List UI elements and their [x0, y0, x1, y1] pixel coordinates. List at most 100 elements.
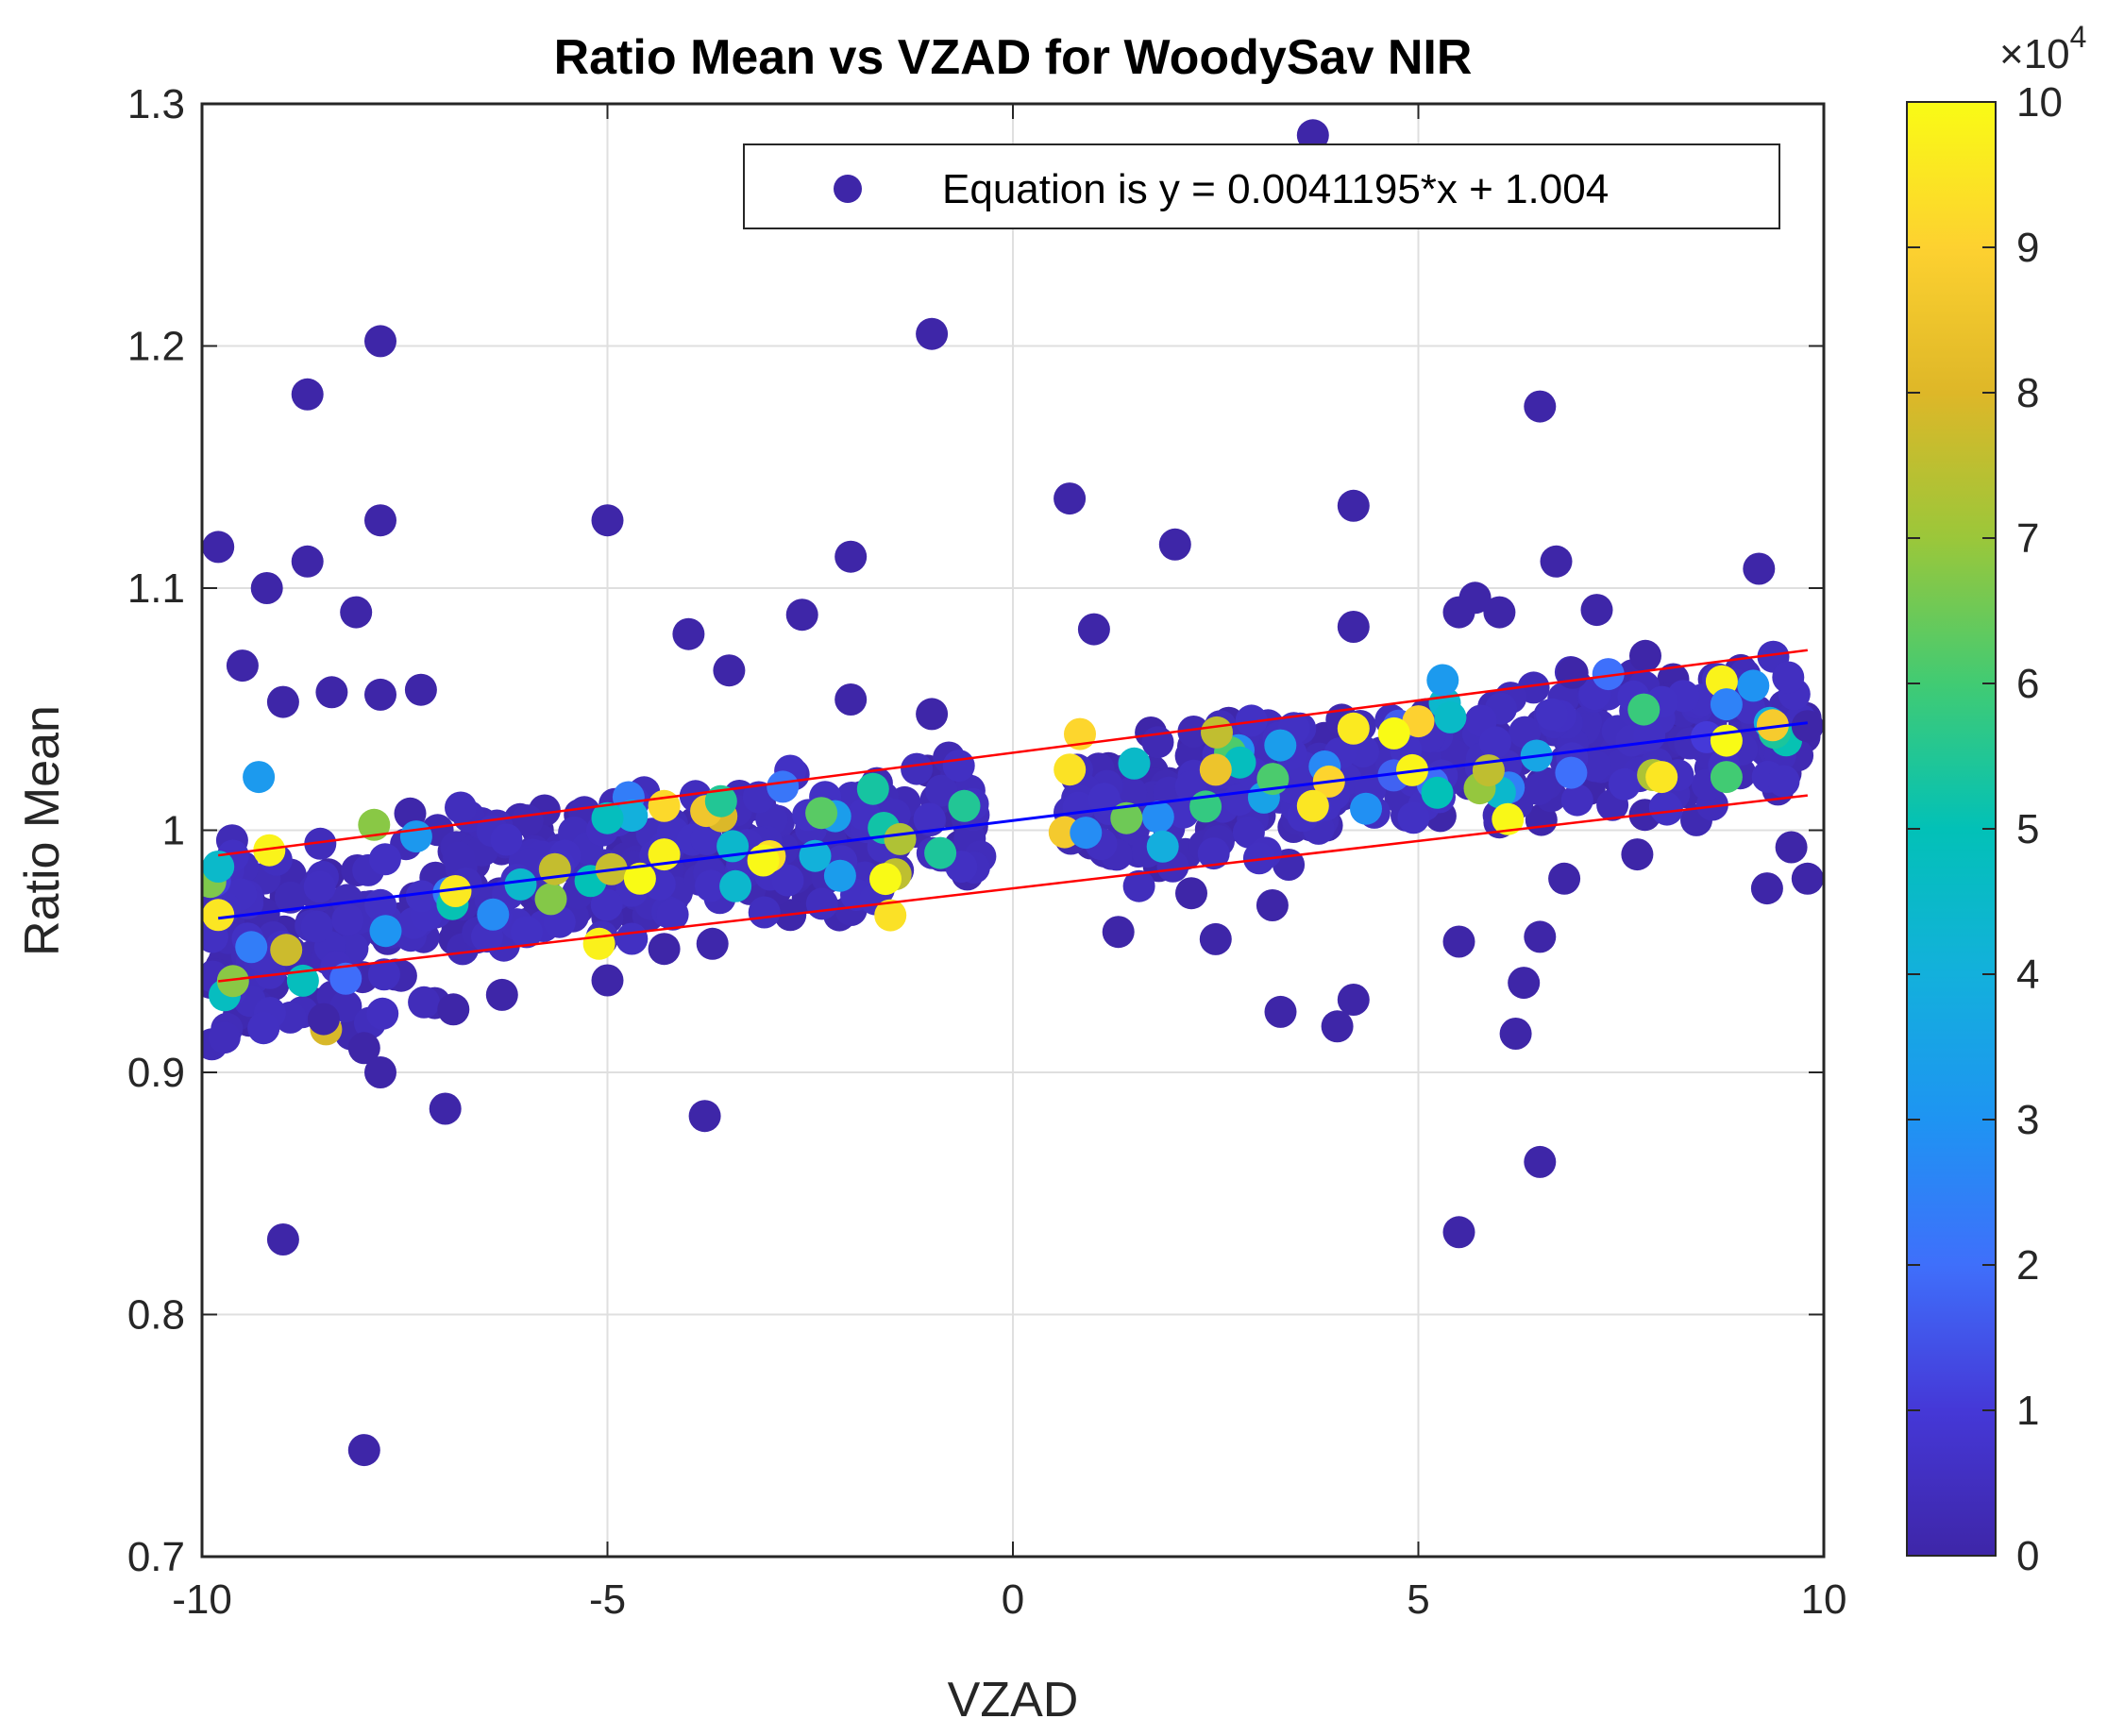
- data-point: [347, 1032, 380, 1065]
- data-point: [226, 649, 259, 683]
- data-point: [1524, 390, 1557, 423]
- data-point: [243, 761, 276, 794]
- data-point: [1421, 776, 1454, 809]
- data-point: [785, 598, 818, 632]
- data-point: [591, 504, 624, 537]
- data-point: [1296, 119, 1329, 152]
- data-point: [1296, 789, 1329, 822]
- data-point: [615, 922, 649, 955]
- data-point: [1337, 984, 1370, 1016]
- data-point: [1775, 831, 1808, 864]
- legend[interactable]: Equation is y = 0.0041195*x + 1.004: [743, 143, 1780, 229]
- data-point: [331, 903, 364, 936]
- data-point: [1350, 792, 1382, 825]
- colorbar-tick-label: 3: [2016, 1097, 2039, 1143]
- data-point: [1756, 709, 1789, 742]
- data-point: [366, 997, 399, 1030]
- data-point: [437, 993, 470, 1026]
- data-point: [1483, 596, 1516, 629]
- data-point: [799, 839, 832, 872]
- data-point: [1110, 801, 1143, 834]
- data-point: [696, 927, 729, 960]
- x-tick-label: -5: [589, 1576, 626, 1623]
- data-point: [490, 823, 523, 856]
- data-point: [1377, 716, 1410, 750]
- data-point: [1264, 729, 1297, 762]
- colorbar-tick-label: 2: [2016, 1242, 2039, 1289]
- data-point: [1201, 716, 1233, 749]
- data-point: [1737, 669, 1770, 702]
- data-point: [1499, 1018, 1532, 1050]
- data-point: [1555, 756, 1588, 789]
- y-tick-label: 1.1: [127, 565, 185, 612]
- data-point: [719, 869, 752, 902]
- data-point: [202, 851, 235, 883]
- data-point: [1772, 661, 1805, 694]
- data-point: [1560, 784, 1593, 817]
- colorbar-ticks: 0 1 2 3 4 5 6 7 8 9 10: [1907, 79, 2063, 1579]
- data-point: [1536, 698, 1568, 731]
- data-point: [266, 1223, 299, 1256]
- data-point: [1197, 837, 1230, 870]
- data-point: [253, 834, 286, 867]
- data-point: [1256, 889, 1289, 921]
- data-point: [648, 789, 681, 822]
- data-point: [1062, 791, 1095, 824]
- data-point: [1609, 767, 1641, 801]
- data-point: [315, 676, 348, 709]
- data-point: [1523, 773, 1556, 805]
- data-point: [1442, 1216, 1475, 1249]
- data-point: [367, 958, 400, 991]
- y-tick-label: 1.3: [127, 81, 185, 127]
- data-point: [1177, 716, 1210, 748]
- data-point: [270, 934, 303, 967]
- data-point: [1321, 1010, 1354, 1043]
- data-point: [1648, 791, 1681, 824]
- colorbar-tick-label: 1: [2016, 1388, 2039, 1434]
- data-point: [1710, 761, 1743, 794]
- data-point: [874, 899, 907, 932]
- data-point: [884, 822, 917, 855]
- colorbar-tick-label: 6: [2016, 661, 2039, 707]
- data-point: [429, 1092, 462, 1125]
- data-point: [1087, 783, 1121, 816]
- data-point: [1175, 877, 1207, 910]
- data-point: [916, 317, 949, 350]
- data-point: [358, 808, 391, 841]
- data-point: [1199, 922, 1232, 955]
- data-point: [364, 678, 396, 711]
- data-point: [590, 888, 623, 921]
- legend-box: [743, 143, 1780, 229]
- data-point: [1235, 704, 1268, 737]
- data-point: [901, 752, 934, 785]
- data-point: [329, 962, 362, 995]
- data-point: [591, 964, 624, 997]
- y-tick-label: 0.9: [127, 1050, 185, 1096]
- legend-entry: Equation is y = 0.0041195*x + 1.004: [942, 166, 1609, 212]
- data-point: [510, 916, 543, 949]
- x-tick-label: -10: [172, 1576, 232, 1623]
- data-point: [615, 800, 649, 833]
- data-point: [364, 1056, 396, 1088]
- x-tick-label: 5: [1407, 1576, 1429, 1623]
- data-point: [695, 869, 727, 902]
- y-tick-label: 0.7: [127, 1534, 185, 1580]
- data-point: [623, 862, 656, 895]
- data-point: [713, 654, 746, 687]
- data-point: [364, 504, 396, 537]
- data-point: [408, 986, 441, 1019]
- data-point: [834, 683, 868, 716]
- data-point: [1337, 712, 1370, 745]
- legend-marker: [834, 175, 862, 203]
- data-point: [869, 863, 902, 896]
- data-point: [805, 797, 838, 830]
- lower-bound-line: [218, 794, 1808, 983]
- data-point: [304, 827, 337, 860]
- colorbar-tick-label: 4: [2016, 952, 2039, 998]
- data-point: [266, 685, 299, 718]
- data-point: [748, 896, 781, 929]
- data-point: [656, 898, 689, 931]
- data-point: [477, 898, 510, 931]
- data-point: [511, 804, 544, 837]
- data-point: [834, 540, 868, 573]
